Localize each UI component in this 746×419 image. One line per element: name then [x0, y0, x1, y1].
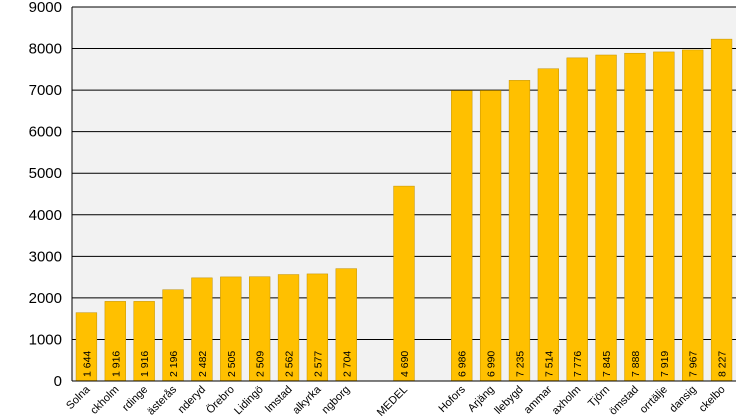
x-axis-category-labels: SolnackholmrdingeästeråsnderydÖrebroLidi…: [64, 383, 728, 419]
data-label: 2 196: [168, 351, 180, 377]
data-label: 7 967: [688, 351, 700, 377]
category-label: ammar: [522, 383, 555, 416]
category-label: Lidingö: [232, 384, 266, 418]
y-tick-label: 1000: [29, 331, 62, 348]
y-tick-label: 9000: [29, 0, 62, 16]
y-tick-label: 8000: [29, 41, 62, 58]
data-labels: 1 644 1 916 1 916 2 196 2 482 2 505 2 509 2 562…: [81, 351, 728, 377]
bar: [479, 90, 502, 382]
data-label: 4 690: [399, 351, 411, 377]
data-label: 2 509: [255, 351, 267, 377]
category-label: Hofors: [436, 383, 468, 415]
category-label: Arjäng: [466, 384, 497, 415]
category-label: axholm: [550, 384, 584, 418]
bar: [595, 54, 617, 382]
category-label: ngborg: [320, 384, 353, 417]
data-label: 1 644: [81, 351, 93, 377]
bars: [75, 38, 733, 382]
data-label: 2 577: [312, 351, 324, 377]
data-label: 6 990: [486, 351, 498, 377]
category-label: nderyd: [176, 384, 208, 416]
y-tick-label: 6000: [29, 124, 62, 141]
category-label: alkyrka: [290, 383, 324, 417]
category-label: llebygd: [492, 384, 525, 417]
data-label: 7 845: [601, 351, 613, 377]
bar: [508, 80, 531, 382]
y-tick-label: 0: [54, 373, 62, 390]
category-label: ästerås: [145, 383, 179, 417]
data-label: 7 776: [572, 351, 584, 377]
category-label: ömstad: [607, 384, 641, 418]
category-label: MEDEL: [375, 384, 410, 419]
data-label: 1 916: [139, 351, 151, 377]
bar: [451, 90, 473, 382]
bar: [710, 38, 733, 382]
data-label: 7 888: [630, 351, 642, 377]
data-label: 2 562: [284, 351, 296, 377]
y-tick-label: 4000: [29, 207, 62, 224]
bar: [653, 51, 675, 382]
data-label: 2 482: [197, 351, 209, 377]
data-label: 7 514: [543, 351, 555, 377]
bar: [566, 57, 588, 382]
y-tick-label: 2000: [29, 290, 62, 307]
bar: [624, 52, 646, 382]
data-label: 2 704: [341, 351, 353, 377]
category-label: dansig: [667, 384, 698, 415]
bar: [537, 68, 559, 382]
data-label: 7 919: [659, 351, 671, 377]
bar: [682, 49, 704, 382]
data-label: 6 986: [457, 351, 469, 377]
category-label: lmstad: [263, 384, 294, 415]
data-label: 7 235: [514, 351, 526, 377]
data-label: 2 505: [226, 351, 238, 377]
data-label: 8 227: [717, 351, 729, 377]
y-tick-label: 7000: [29, 82, 62, 99]
y-tick-label: 5000: [29, 165, 62, 182]
y-axis-tick-labels: 0 1000 2000 3000 4000 5000 6000 7000 8000 9000: [29, 0, 62, 390]
category-label: ckholm: [88, 384, 121, 417]
category-label: Tjörn: [586, 384, 612, 410]
category-label: orrtälje: [638, 384, 670, 416]
data-label: 1 916: [110, 351, 122, 377]
y-tick-label: 3000: [29, 248, 62, 265]
category-label: Örebro: [204, 384, 237, 417]
category-label: ckelbo: [697, 384, 728, 415]
